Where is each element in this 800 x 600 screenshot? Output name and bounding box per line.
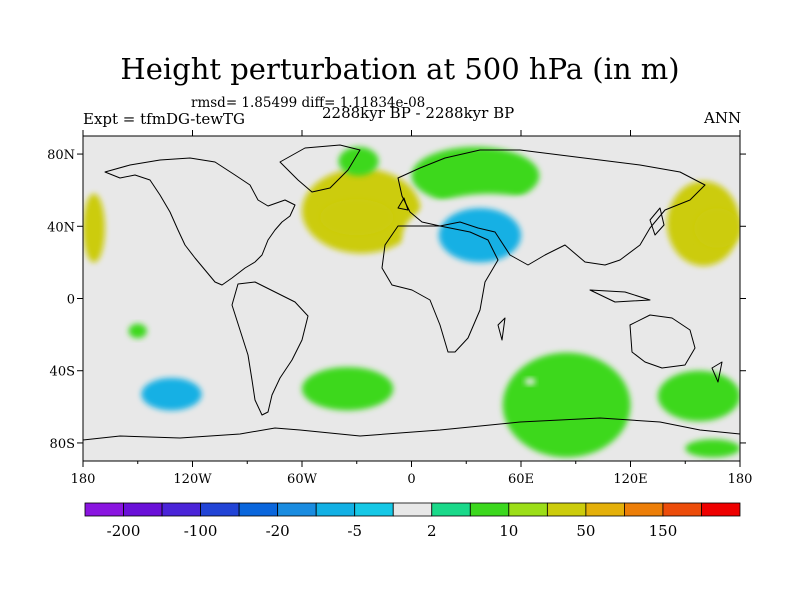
chart-title: Height perturbation at 500 hPa (in m) xyxy=(120,52,680,86)
colorbar-label: -100 xyxy=(184,522,218,540)
coastline-greenland xyxy=(279,144,361,193)
anomaly-west-pacific-high-core xyxy=(694,208,740,248)
colorbar-bin xyxy=(123,502,163,517)
y-tick-label: 80N xyxy=(47,148,75,163)
coastline-japan xyxy=(649,207,665,236)
anomaly-antarctic-high-east xyxy=(685,439,740,458)
colorbar-label: -5 xyxy=(347,522,362,540)
y-tick-label: 80S xyxy=(50,437,75,452)
season-label: ANN xyxy=(704,109,742,127)
coastline-madagascar xyxy=(497,317,506,341)
coastlines xyxy=(83,144,740,441)
x-tick-label: 180 xyxy=(728,472,753,487)
colorbar-bin xyxy=(161,502,201,517)
colorbar-bin xyxy=(546,502,587,517)
colorbar-bin xyxy=(277,502,317,517)
anomaly-north-atlantic-high-core xyxy=(320,199,394,236)
colorbar: -200 -100 -20 -5 2 10 50 150 xyxy=(84,502,741,540)
map-axes: 180 120W 60W 0 60E 120E 180 80N 40N 0 40S 80S xyxy=(47,130,752,487)
x-tick-label: 60W xyxy=(287,472,318,487)
coastline-antarctica xyxy=(83,417,740,441)
anomaly-greenland-high xyxy=(338,146,379,176)
experiment-label: Expt = tfmDG-tewTG xyxy=(83,110,246,128)
coastline-north-america xyxy=(104,157,296,286)
colorbar-label: 150 xyxy=(649,522,678,540)
colorbar-bin xyxy=(469,502,510,517)
y-tick-label: 0 xyxy=(67,293,75,308)
anomaly-south-indian-low-dot xyxy=(524,377,536,386)
anomaly-east-pacific-high-edge xyxy=(83,193,105,263)
coastline-africa xyxy=(381,225,499,353)
colorbar-bin xyxy=(508,502,548,517)
colorbar-bin xyxy=(431,502,471,517)
anomaly-north-pacific-low-core xyxy=(137,193,186,234)
y-tick-label: 40N xyxy=(47,220,75,235)
colorbar-bin xyxy=(624,502,664,517)
colorbar-bin xyxy=(662,502,702,517)
anomaly-arctic-canada-low xyxy=(137,143,229,162)
colorbar-label: -20 xyxy=(266,522,290,540)
coastline-south-america xyxy=(231,281,309,416)
colorbar-bin xyxy=(392,502,433,517)
anomaly-southeast-pacific-high xyxy=(657,370,740,422)
colorbar-label: 2 xyxy=(427,522,437,540)
coastline-uk xyxy=(397,197,409,211)
coastline-indonesia xyxy=(589,289,651,303)
colorbar-label: 10 xyxy=(499,522,518,540)
x-tick-label: 0 xyxy=(407,472,415,487)
colorbar-bin xyxy=(354,502,394,517)
x-tick-label: 120E xyxy=(613,472,647,487)
x-tick-label: 120W xyxy=(173,472,212,487)
anomaly-antarctic-low-west xyxy=(92,435,202,461)
x-tick-label: 180 xyxy=(71,472,96,487)
anomaly-antarctic-low xyxy=(247,432,394,461)
anomaly-south-pacific-low-core xyxy=(141,377,202,411)
anomaly-south-atlantic-high xyxy=(302,367,394,411)
rmsd-diff-stats: rmsd= 1.85499 diff= 1.11834e-08 xyxy=(191,95,426,111)
colorbar-bin xyxy=(200,502,240,517)
coastline-new-zealand xyxy=(711,361,723,383)
colorbar-bin xyxy=(315,502,356,517)
x-tick-label: 60E xyxy=(508,472,534,487)
y-tick-label: 40S xyxy=(50,365,75,380)
coastline-australia xyxy=(629,314,696,369)
anomaly-eurasia-low-core xyxy=(438,208,521,263)
anomaly-south-indian-high xyxy=(502,352,631,458)
colorbar-label: -200 xyxy=(107,522,141,540)
colorbar-bin xyxy=(238,502,279,517)
period-label: 2288kyr BP - 2288kyr BP xyxy=(322,104,515,122)
colorbar-label: 50 xyxy=(576,522,595,540)
colorbar-bin xyxy=(84,502,124,517)
anomaly-eurasia-high xyxy=(411,146,540,205)
colorbar-bin xyxy=(701,502,741,517)
anomaly-tropical-pacific-high xyxy=(128,323,147,339)
anomaly-fields xyxy=(83,143,740,461)
colorbar-bin xyxy=(585,502,625,517)
coastline-eurasia xyxy=(397,149,706,266)
